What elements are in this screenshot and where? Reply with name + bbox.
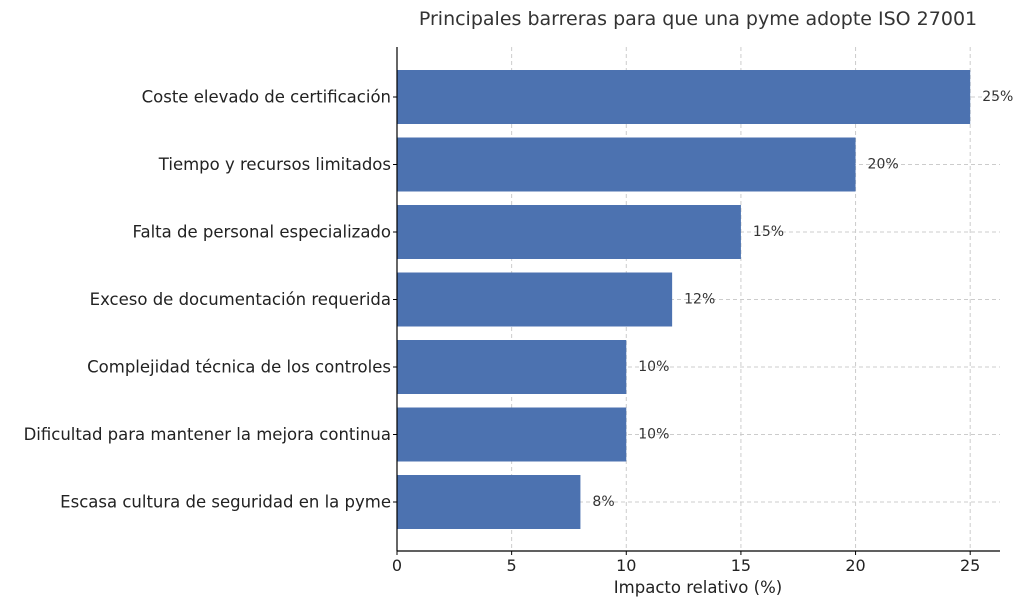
value-label-3: 12% — [684, 292, 715, 308]
value-label-4: 10% — [638, 359, 669, 375]
value-label-2: 15% — [753, 224, 784, 240]
bar-3 — [397, 272, 673, 327]
chart-title: Principales barreras para que una pyme a… — [419, 8, 977, 30]
value-label-0: 25% — [982, 89, 1013, 105]
category-label-4: Complejidad técnica de los controles — [87, 358, 391, 377]
bar-2 — [397, 205, 741, 259]
category-label-2: Falta de personal especializado — [132, 223, 391, 242]
x-tick-label-0: 0 — [392, 556, 402, 575]
x-tick-label-5: 5 — [507, 556, 517, 575]
category-label-6: Escasa cultura de seguridad en la pyme — [60, 493, 391, 512]
category-label-0: Coste elevado de certificación — [142, 88, 391, 107]
x-axis-title: Impacto relativo (%) — [614, 578, 782, 597]
bar-5 — [397, 407, 627, 462]
value-label-1: 20% — [868, 157, 899, 173]
category-label-5: Dificultad para mantener la mejora conti… — [24, 425, 391, 444]
bars — [397, 70, 971, 529]
axes — [393, 47, 1000, 555]
category-label-1: Tiempo y recursos limitados — [158, 155, 391, 174]
bar-1 — [397, 137, 856, 192]
bar-0 — [397, 70, 971, 124]
category-label-3: Exceso de documentación requerida — [90, 290, 391, 309]
x-tick-label-15: 15 — [731, 556, 751, 575]
value-label-6: 8% — [592, 494, 614, 510]
value-label-5: 10% — [638, 427, 669, 443]
labels: Coste elevado de certificación 25% Tiempo … — [24, 88, 1014, 576]
x-tick-label-20: 20 — [845, 556, 865, 575]
bar-4 — [397, 340, 627, 394]
bar-6 — [397, 475, 581, 529]
x-tick-label-10: 10 — [616, 556, 636, 575]
x-tick-label-25: 25 — [960, 556, 980, 575]
